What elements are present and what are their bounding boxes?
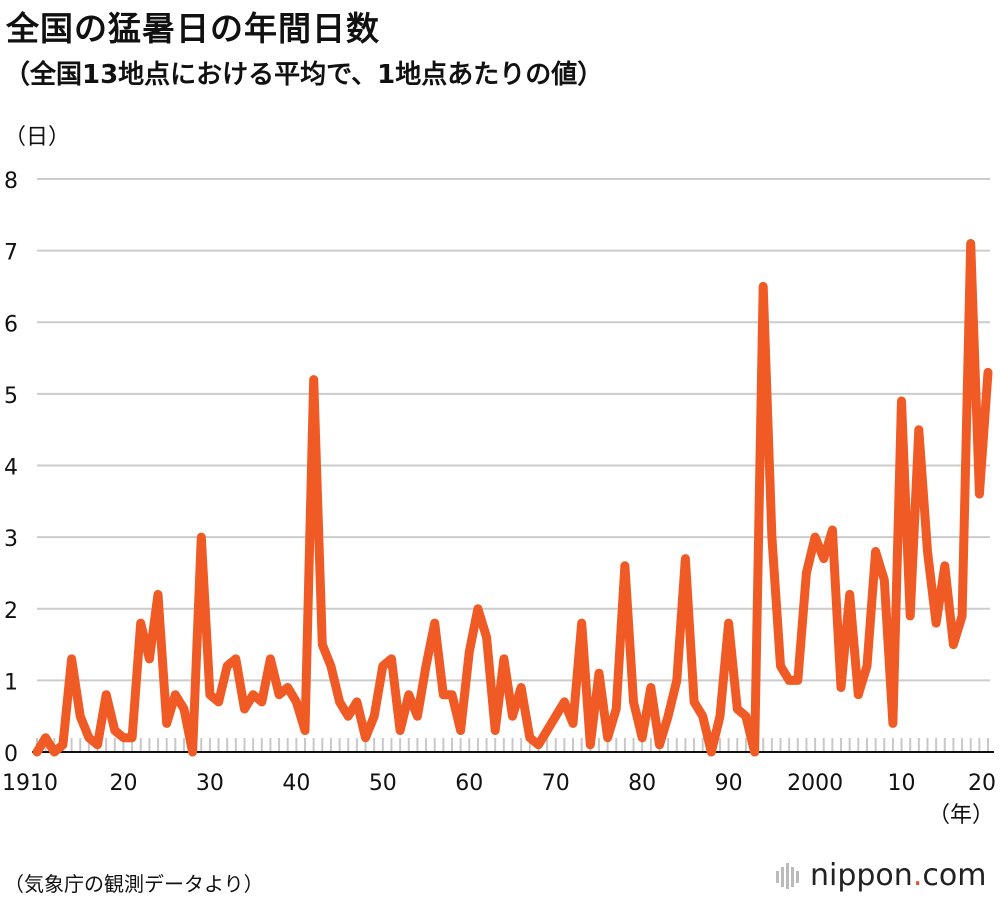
y-tick-label: 0 [4,742,18,767]
y-tick-label: 8 [4,169,18,194]
y-tick-label: 7 [4,241,18,266]
logo-dot: . [912,858,923,893]
grid-lines [37,178,990,682]
x-tick-label: 20 [968,771,996,796]
y-tick-label: 4 [4,456,18,481]
source-note: （気象庁の観測データより） [4,872,264,896]
x-tick-label: 70 [542,771,570,796]
logo-name: nippon [810,858,913,893]
nippon-logo: nippon.com [776,858,986,893]
y-tick-label: 1 [4,670,18,695]
x-tick-label: 20 [109,771,137,796]
x-axis-label: （年） [928,803,994,828]
data-points [36,243,989,753]
x-tick-label: 90 [715,771,743,796]
x-minor-ticks [36,738,989,752]
chart-title: 全国の猛暑日の年間日数 [6,9,380,48]
x-tick-label: 40 [282,771,310,796]
chart-subtitle: （全国13地点における平均で、1地点あたりの値） [4,60,604,90]
x-tick-labels: 1910 20 30 40 50 60 70 80 90 2000 10 20 [2,771,996,796]
y-axis-label: （日） [4,125,70,150]
logo-mark-icon [776,862,799,889]
y-tick-label: 5 [4,384,18,409]
y-tick-labels: 0 1 2 3 4 5 6 7 8 [4,169,18,767]
y-tick-label: 6 [4,312,18,337]
x-tick-label: 60 [455,771,483,796]
y-tick-label: 3 [4,527,18,552]
x-tick-label: 50 [369,771,397,796]
x-tick-label: 30 [196,771,224,796]
x-tick-label: 80 [628,771,656,796]
logo-tld: com [922,858,987,893]
x-tick-label: 2000 [787,771,843,796]
y-tick-label: 2 [4,599,18,624]
series-line [32,239,993,757]
x-tick-label: 10 [888,771,916,796]
x-tick-label: 1910 [2,771,58,796]
